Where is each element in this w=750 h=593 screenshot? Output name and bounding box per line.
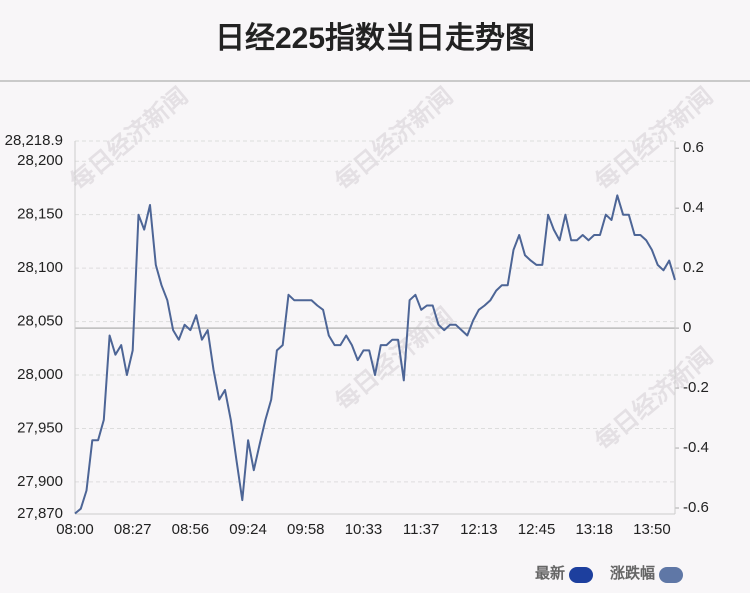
chart-title: 日经225指数当日走势图 bbox=[215, 21, 535, 55]
watermark: 每日经济新闻 bbox=[64, 81, 193, 196]
y-tick-label: 27,900 bbox=[17, 473, 63, 490]
x-tick-label: 13:50 bbox=[633, 521, 671, 538]
y-tick-label: 28,200 bbox=[17, 152, 63, 169]
y-tick-label: 28,050 bbox=[17, 313, 63, 330]
y2-tick-label: 0.6 bbox=[683, 139, 704, 156]
legend-swatch bbox=[659, 567, 684, 583]
x-tick-label: 13:18 bbox=[575, 521, 613, 538]
y2-tick-label: 0 bbox=[683, 319, 691, 336]
y-tick-label: 28,218.9 bbox=[5, 132, 63, 149]
x-tick-label: 12:13 bbox=[460, 521, 498, 538]
legend-swatch bbox=[569, 567, 594, 583]
legend-label: 涨跌幅 bbox=[610, 564, 655, 582]
x-tick-label: 09:58 bbox=[287, 521, 325, 538]
y-tick-label: 27,870 bbox=[17, 505, 63, 522]
x-tick-label: 08:00 bbox=[56, 521, 94, 538]
y-tick-label: 27,950 bbox=[17, 419, 63, 436]
x-tick-label: 11:37 bbox=[403, 521, 439, 538]
x-tick-label: 08:56 bbox=[172, 521, 210, 538]
y2-tick-label: 0.2 bbox=[683, 259, 704, 276]
y-tick-label: 28,000 bbox=[17, 366, 63, 383]
y2-tick-label: -0.2 bbox=[683, 379, 709, 396]
line-series bbox=[74, 194, 676, 515]
watermark: 每日经济新闻 bbox=[329, 301, 458, 416]
y2-tick-label: 0.4 bbox=[683, 199, 704, 216]
x-tick-label: 12:45 bbox=[518, 521, 556, 538]
y2-tick-label: -0.6 bbox=[683, 499, 709, 516]
y2-tick-label: -0.4 bbox=[683, 439, 709, 456]
x-tick-label: 09:24 bbox=[229, 521, 267, 538]
y-tick-label: 28,150 bbox=[17, 206, 63, 223]
y-tick-label: 28,100 bbox=[17, 259, 63, 276]
x-tick-label: 08:27 bbox=[114, 521, 152, 538]
x-tick-label: 10:33 bbox=[345, 521, 383, 538]
legend-label: 最新 bbox=[535, 564, 565, 582]
watermark: 每日经济新闻 bbox=[329, 81, 458, 196]
